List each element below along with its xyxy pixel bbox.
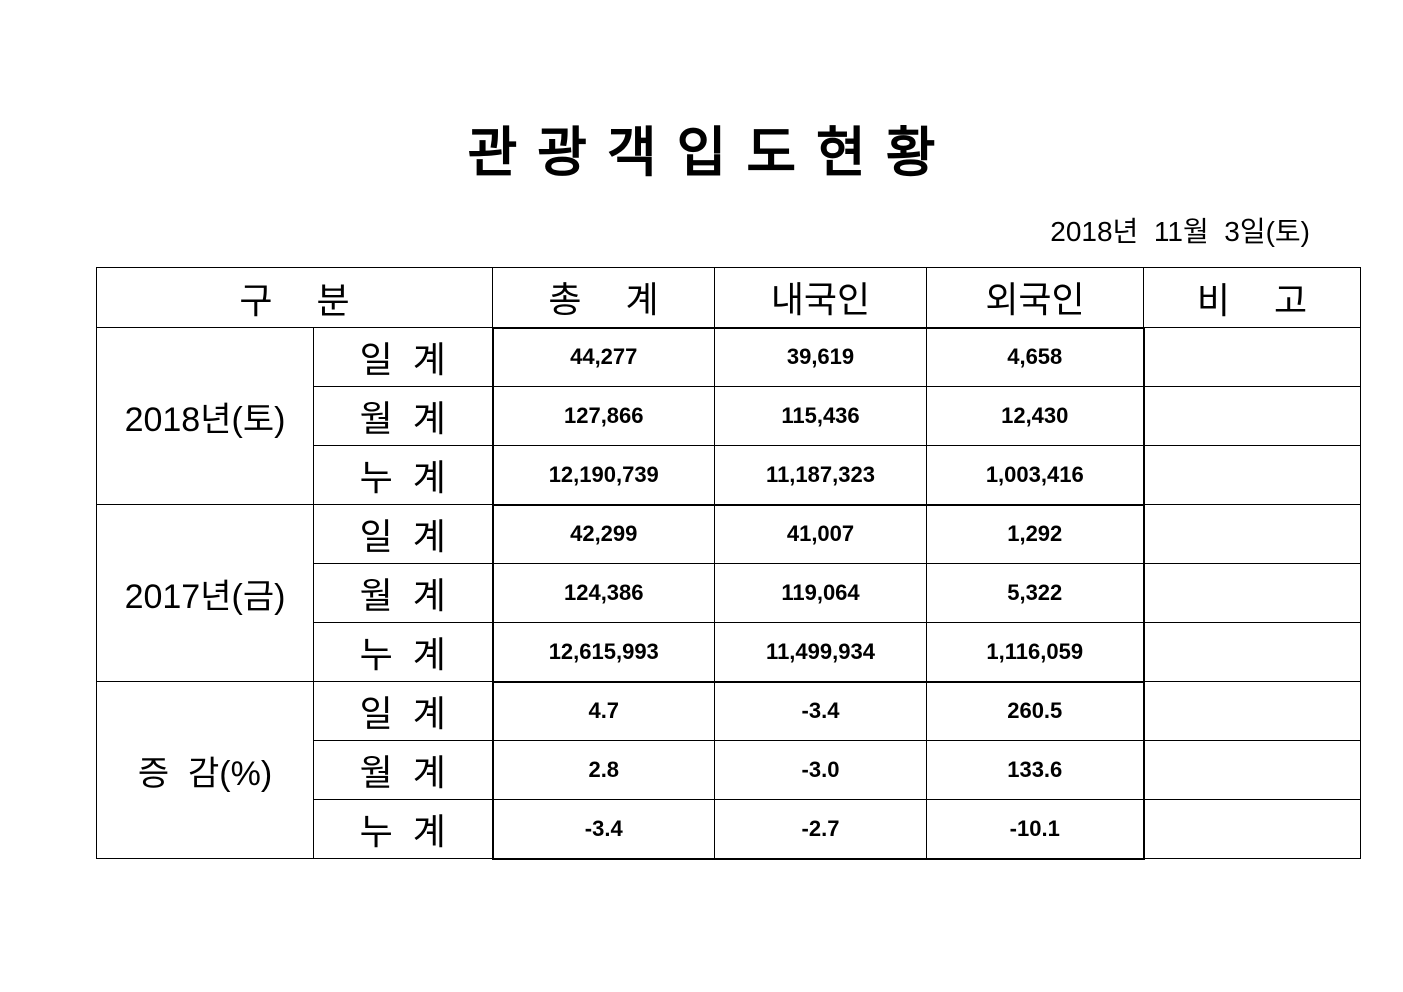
cell-domestic: -3.4 [714,681,927,741]
cell-remarks [1143,681,1361,741]
title-char: 관 [467,121,518,184]
cell-remarks [1143,386,1361,446]
cell-domestic: 11,187,323 [714,445,927,506]
cell-remarks [1143,504,1361,564]
title-char: 광 [537,121,587,184]
cell-remarks [1143,563,1361,623]
cell-remarks [1143,445,1361,505]
cell-domestic: 11,499,934 [714,622,927,683]
cell-remarks [1143,327,1361,387]
cell-domestic: 41,007 [714,504,927,564]
title-char: 도 [746,121,797,184]
cell-total: 12,615,993 [491,622,715,683]
cell-foreign: 4,658 [926,326,1145,387]
group-label-2017: 2017년(금) [96,504,314,682]
cell-remarks [1143,622,1361,682]
cell-remarks [1143,740,1361,800]
title-char: 객 [606,121,657,184]
cell-domestic: 39,619 [714,326,927,387]
cell-total: 42,299 [491,504,715,564]
cell-remarks [1143,799,1361,859]
cell-total: 2.8 [491,740,715,800]
cell-total: 127,866 [491,386,715,446]
title-char: 황 [885,121,936,184]
cell-foreign: 12,430 [926,386,1145,446]
cell-total: 12,190,739 [491,445,715,506]
title-char: 입 [676,121,727,184]
cell-domestic: -3.0 [714,740,927,800]
cell-total: 124,386 [491,563,715,623]
cell-domestic: 119,064 [714,563,927,623]
header-domestic: 내국인 [714,267,927,328]
cell-total: 44,277 [491,326,715,387]
title-char: 현 [816,121,866,184]
cell-foreign: 1,292 [926,504,1145,564]
cell-foreign: 133.6 [926,740,1145,800]
cell-domestic: 115,436 [714,386,927,446]
cell-foreign: 260.5 [926,681,1145,741]
group-label-change-pct: 증 감(%) [96,681,314,859]
cell-total: -3.4 [491,799,715,860]
cell-foreign: 1,003,416 [926,445,1145,506]
cell-domestic: -2.7 [714,799,927,860]
header-foreign: 외국인 [926,267,1144,328]
cell-foreign: 5,322 [926,563,1145,623]
cell-foreign: -10.1 [926,799,1145,860]
report-date: 2018년 11월 3일(토) [1050,216,1310,247]
group-label-2018: 2018년(토) [96,327,314,505]
cell-total: 4.7 [491,681,715,741]
cell-foreign: 1,116,059 [926,622,1145,683]
